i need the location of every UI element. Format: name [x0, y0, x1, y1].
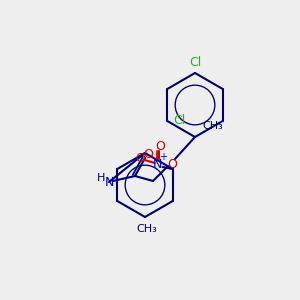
Text: CH₃: CH₃ [136, 224, 158, 234]
Text: N: N [153, 158, 162, 170]
Text: O: O [155, 140, 165, 152]
Text: O: O [135, 152, 145, 166]
Text: Cl: Cl [173, 115, 185, 128]
Text: +: + [159, 152, 167, 162]
Text: N: N [104, 176, 114, 188]
Text: CH₃: CH₃ [202, 121, 223, 131]
Text: O: O [143, 148, 153, 160]
Text: H: H [97, 173, 105, 183]
Text: -: - [143, 149, 146, 159]
Text: O: O [167, 158, 177, 170]
Text: Cl: Cl [189, 56, 201, 68]
